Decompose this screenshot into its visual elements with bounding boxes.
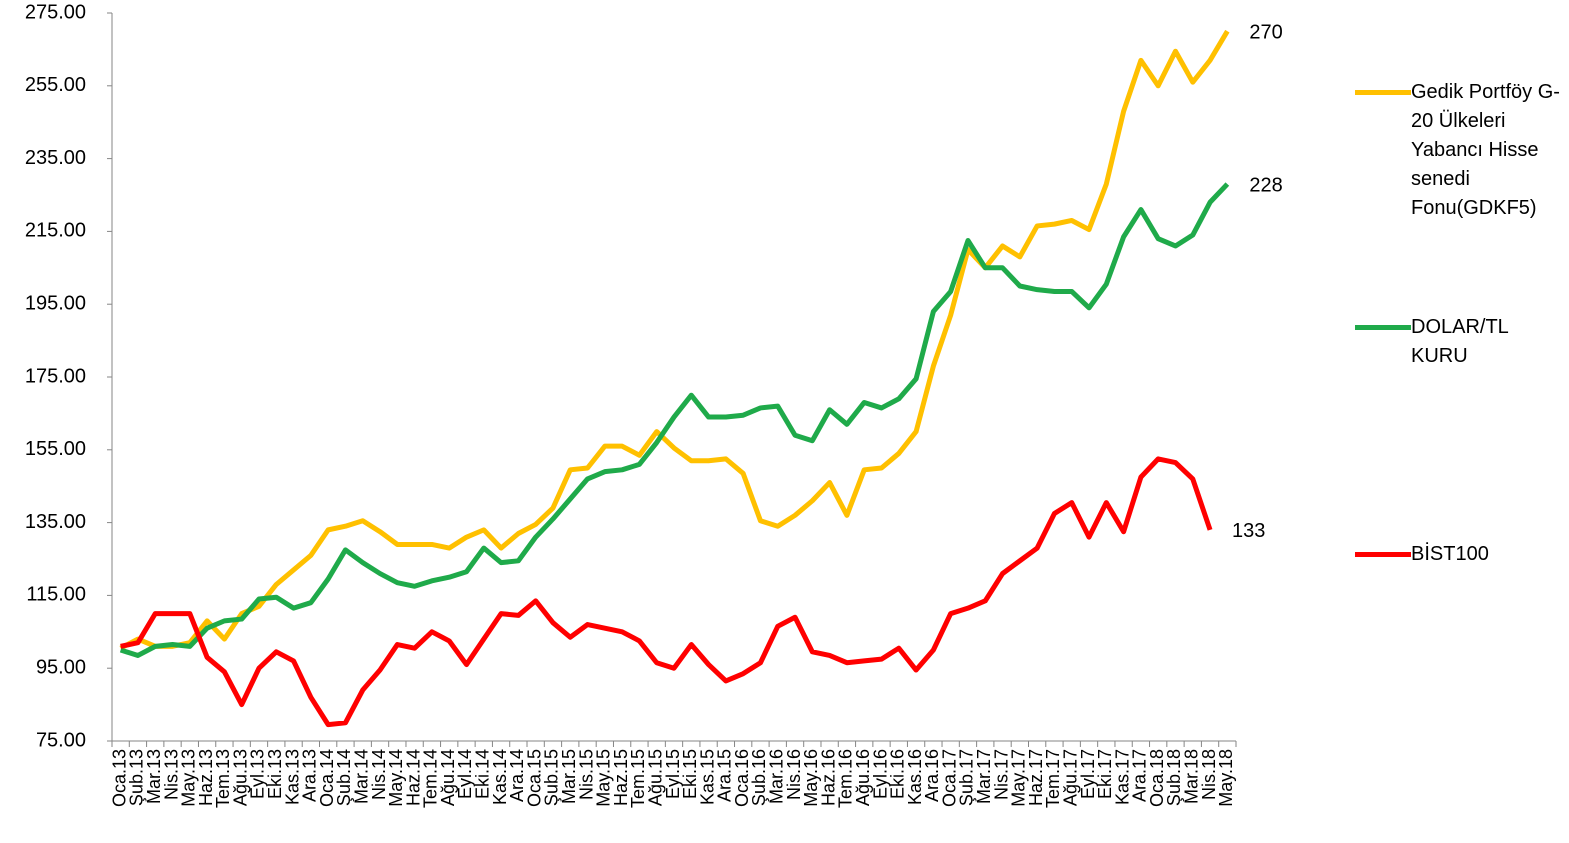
- y-tick-label: 235.00: [25, 147, 86, 169]
- x-tick-label: Şub.16: [749, 749, 769, 806]
- y-tick-label: 275.00: [25, 1, 86, 23]
- x-tick-label: Tem.14: [421, 749, 441, 808]
- x-tick-label: Eyl.16: [870, 749, 890, 799]
- x-tick-label: Şub.17: [957, 749, 977, 806]
- y-tick-label: 135.00: [25, 511, 86, 533]
- x-tick-label: Tem.15: [628, 749, 648, 808]
- x-tick-label: Haz.16: [818, 749, 838, 806]
- x-tick-label: Ağu.17: [1060, 749, 1080, 806]
- x-tick-label: Ara.13: [300, 749, 320, 802]
- x-tick-label: Ara.17: [1130, 749, 1150, 802]
- x-tick-label: Tem.13: [213, 749, 233, 808]
- y-tick-label: 195.00: [25, 292, 86, 314]
- x-tick-label: Kas.17: [1112, 749, 1132, 805]
- x-tick-label: Eki.16: [888, 749, 908, 799]
- y-tick-label: 95.00: [36, 656, 86, 678]
- x-tick-label: Kas.14: [490, 749, 510, 805]
- y-tick-label: 175.00: [25, 365, 86, 387]
- x-tick-label: Eyl.14: [455, 749, 475, 799]
- x-tick-label: Tem.17: [1043, 749, 1063, 808]
- x-tick-label: Oca.15: [524, 749, 544, 807]
- series-line: [119, 29, 1230, 651]
- data-label: 133: [1232, 520, 1265, 542]
- legend-swatch: [1355, 90, 1411, 95]
- x-tick-label: Mar.16: [767, 749, 787, 804]
- x-tick-label: Ağu.16: [853, 749, 873, 806]
- x-tick-label: Ara.14: [507, 749, 527, 802]
- x-tick-label: Haz.15: [611, 749, 631, 806]
- x-tick-label: Eki.15: [680, 749, 700, 799]
- series-line: [119, 182, 1230, 658]
- x-tick-label: Haz.14: [403, 749, 423, 806]
- legend-swatch: [1355, 325, 1411, 330]
- legend-item: BİST100: [1355, 540, 1561, 569]
- x-tick-label: Nis.15: [576, 749, 596, 800]
- x-tick-label: May.18: [1216, 749, 1236, 807]
- y-tick-label: 75.00: [36, 729, 86, 751]
- data-label: 228: [1249, 174, 1282, 196]
- x-tick-label: Haz.13: [196, 749, 216, 806]
- x-tick-label: Ağu.15: [645, 749, 665, 806]
- x-tick-label: Mar.14: [351, 749, 371, 804]
- x-tick-label: Kas.16: [905, 749, 925, 805]
- x-tick-label: Tem.16: [836, 749, 856, 808]
- x-tick-label: May.14: [386, 749, 406, 807]
- legend-item: DOLAR/TL KURU: [1355, 313, 1561, 371]
- x-tick-label: Eki.14: [473, 749, 493, 799]
- x-tick-label: Mar.15: [559, 749, 579, 804]
- legend-label: BİST100: [1411, 543, 1489, 565]
- x-tick-label: May.16: [801, 749, 821, 807]
- legend-swatch: [1355, 552, 1411, 557]
- legend-item: Gedik Portföy G-20 Ülkeleri Yabancı Hiss…: [1355, 78, 1561, 223]
- x-tick-label: May.17: [1009, 749, 1029, 807]
- x-tick-label: Kas.13: [282, 749, 302, 805]
- x-tick-label: Haz.17: [1026, 749, 1046, 806]
- x-tick-label: Mar.17: [974, 749, 994, 804]
- x-tick-label: Ara.15: [715, 749, 735, 802]
- data-label: 270: [1249, 21, 1282, 43]
- x-tick-label: Oca.17: [939, 749, 959, 807]
- x-tick-label: Şub.13: [127, 749, 147, 806]
- y-tick-label: 115.00: [26, 584, 86, 606]
- x-tick-label: Eyl.17: [1078, 749, 1098, 799]
- x-tick-label: Eki.17: [1095, 749, 1115, 799]
- x-tick-label: Nis.18: [1199, 749, 1219, 800]
- x-tick-label: Oca.14: [317, 749, 337, 807]
- x-tick-label: Şub.14: [334, 749, 354, 806]
- x-tick-label: Mar.13: [144, 749, 164, 804]
- legend-label: DOLAR/TL KURU: [1411, 316, 1509, 367]
- x-tick-label: Nis.16: [784, 749, 804, 800]
- x-tick-label: Ağu.14: [438, 749, 458, 806]
- x-tick-label: Nis.13: [161, 749, 181, 800]
- y-tick-label: 215.00: [25, 220, 86, 242]
- y-tick-label: 155.00: [25, 438, 86, 460]
- x-tick-label: Eki.13: [265, 749, 285, 799]
- x-tick-label: Oca.13: [109, 749, 129, 807]
- x-tick-label: Ara.16: [922, 749, 942, 802]
- y-tick-label: 255.00: [25, 74, 86, 96]
- series-line: [120, 456, 1213, 728]
- x-tick-label: Şub.15: [542, 749, 562, 806]
- x-tick-label: Şub.18: [1164, 749, 1184, 806]
- x-tick-label: May.15: [594, 749, 614, 807]
- x-tick-label: Nis.17: [991, 749, 1011, 800]
- x-tick-label: Mar.18: [1182, 749, 1202, 804]
- x-tick-label: Oca.16: [732, 749, 752, 807]
- x-tick-label: May.13: [179, 749, 199, 807]
- x-tick-label: Nis.14: [369, 749, 389, 800]
- legend-label: Gedik Portföy G-20 Ülkeleri Yabancı Hiss…: [1411, 81, 1560, 219]
- x-tick-label: Eyl.15: [663, 749, 683, 799]
- x-tick-label: Ağu.13: [230, 749, 250, 806]
- x-tick-label: Oca.18: [1147, 749, 1167, 807]
- x-tick-label: Kas.15: [697, 749, 717, 805]
- x-tick-label: Eyl.13: [248, 749, 268, 799]
